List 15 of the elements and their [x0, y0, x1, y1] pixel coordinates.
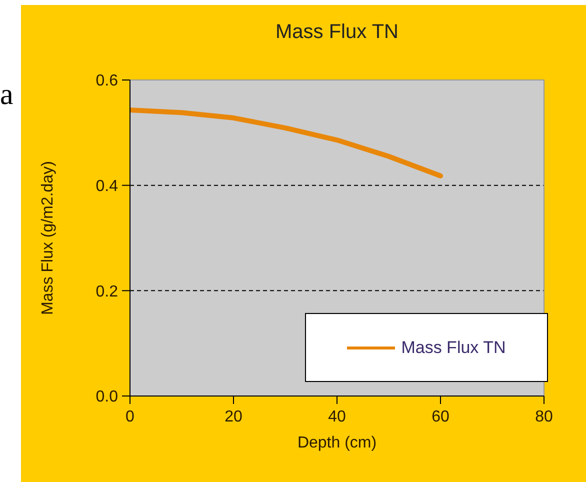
- y-tick-label: 0.0: [96, 388, 118, 406]
- y-axis-title: Mass Flux (g/m2.day): [40, 161, 57, 315]
- x-tick-label: 20: [224, 408, 242, 426]
- x-tick-label: 0: [126, 408, 135, 426]
- y-tick-label: 0.6: [96, 72, 118, 90]
- x-tick-label: 80: [535, 408, 553, 426]
- y-tick-label: 0.2: [96, 283, 118, 300]
- chart-title: Mass Flux TN: [274, 21, 400, 44]
- x-tick-label: 40: [328, 408, 346, 426]
- x-axis-title: Depth (cm): [297, 434, 377, 452]
- y-tick-label: 0.4: [96, 178, 118, 196]
- legend-box: Mass Flux TN: [305, 313, 548, 382]
- text: a: [0, 78, 14, 112]
- legend-label: Mass Flux TN: [401, 338, 506, 358]
- x-tick-label: 60: [432, 408, 450, 426]
